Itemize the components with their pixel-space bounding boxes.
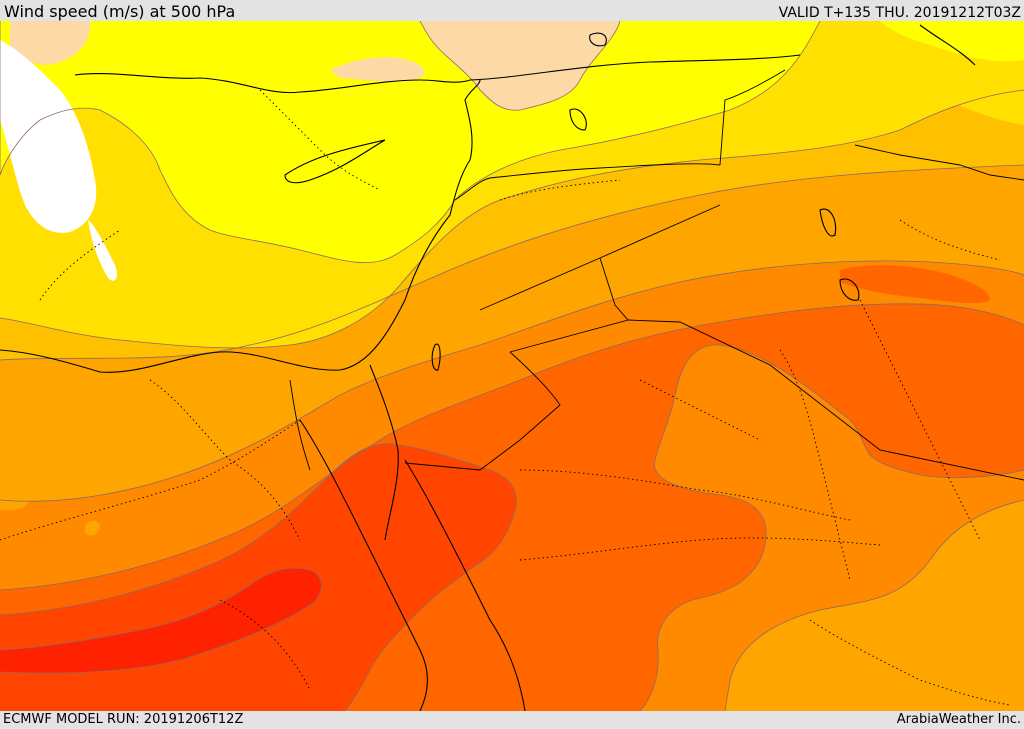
region-boundary [899,219,1001,261]
wind-contour-line [419,21,621,111]
region-boundary [259,89,381,191]
wind-contour-line [0,89,1024,349]
wind-contour-line [0,21,821,264]
coastline [919,24,976,66]
wind-band-lt10 [0,40,97,233]
model-run-label: ECMWF MODEL RUN: 20191206T12Z [3,712,244,727]
country-border [509,257,629,353]
region-boundary [639,379,761,441]
wind-contour-line [0,260,1024,502]
wind-contour-line [0,443,517,711]
wind-band-10-15 [330,57,424,82]
coastline [569,108,587,131]
wind-band-30-35 [0,477,30,511]
country-border [719,69,786,166]
credit-label: ArabiaWeather Inc. [896,712,1021,727]
footer-bar: ECMWF MODEL RUN: 20191206T12Z ArabiaWeat… [0,711,1024,729]
wind-band-lt10 [88,220,118,281]
country-border [289,379,311,471]
region-boundary [519,469,851,521]
region-boundary [219,599,311,691]
map-title: Wind speed (m/s) at 500 hPa [4,2,236,21]
coastline [839,278,860,301]
valid-time-label: VALID T+135 THU. 20191212T03Z [778,5,1021,21]
country-border [627,319,1024,481]
wind-contour-line [0,164,1024,361]
coastline [74,73,471,94]
coastline [431,343,441,371]
region-boundary [39,229,121,301]
coastline [284,139,386,184]
region-boundary [149,379,301,541]
country-border [854,144,1024,181]
wind-contour-line [0,567,322,674]
wind-speed-map [0,21,1024,711]
wind-contour-line [639,344,1024,711]
coastline [0,79,481,373]
coastline [369,364,399,541]
coastline [589,32,607,47]
region-boundary [0,419,301,541]
wind-contour-line [0,303,1024,591]
wind-band-30-35 [85,520,100,536]
region-boundary [519,537,881,561]
region-boundary [779,349,851,581]
header-bar: Wind speed (m/s) at 500 hPa VALID T+135 … [0,0,1024,22]
wind-contour-line [724,499,1024,711]
coastline [404,459,526,711]
region-boundary [809,619,1011,706]
coastline [469,54,801,81]
region-boundary [859,299,981,541]
country-border [454,163,721,201]
wind-band-40-45 [840,265,990,304]
coastline [299,419,428,711]
wind-band-50-55 [0,568,322,674]
country-border [404,351,561,471]
wind-band-15-20 [0,21,820,263]
coastline [819,208,837,237]
wind-band-10-15 [10,21,91,65]
wind-band-15-20 [880,21,1024,62]
wind-band-10-15 [420,21,620,111]
